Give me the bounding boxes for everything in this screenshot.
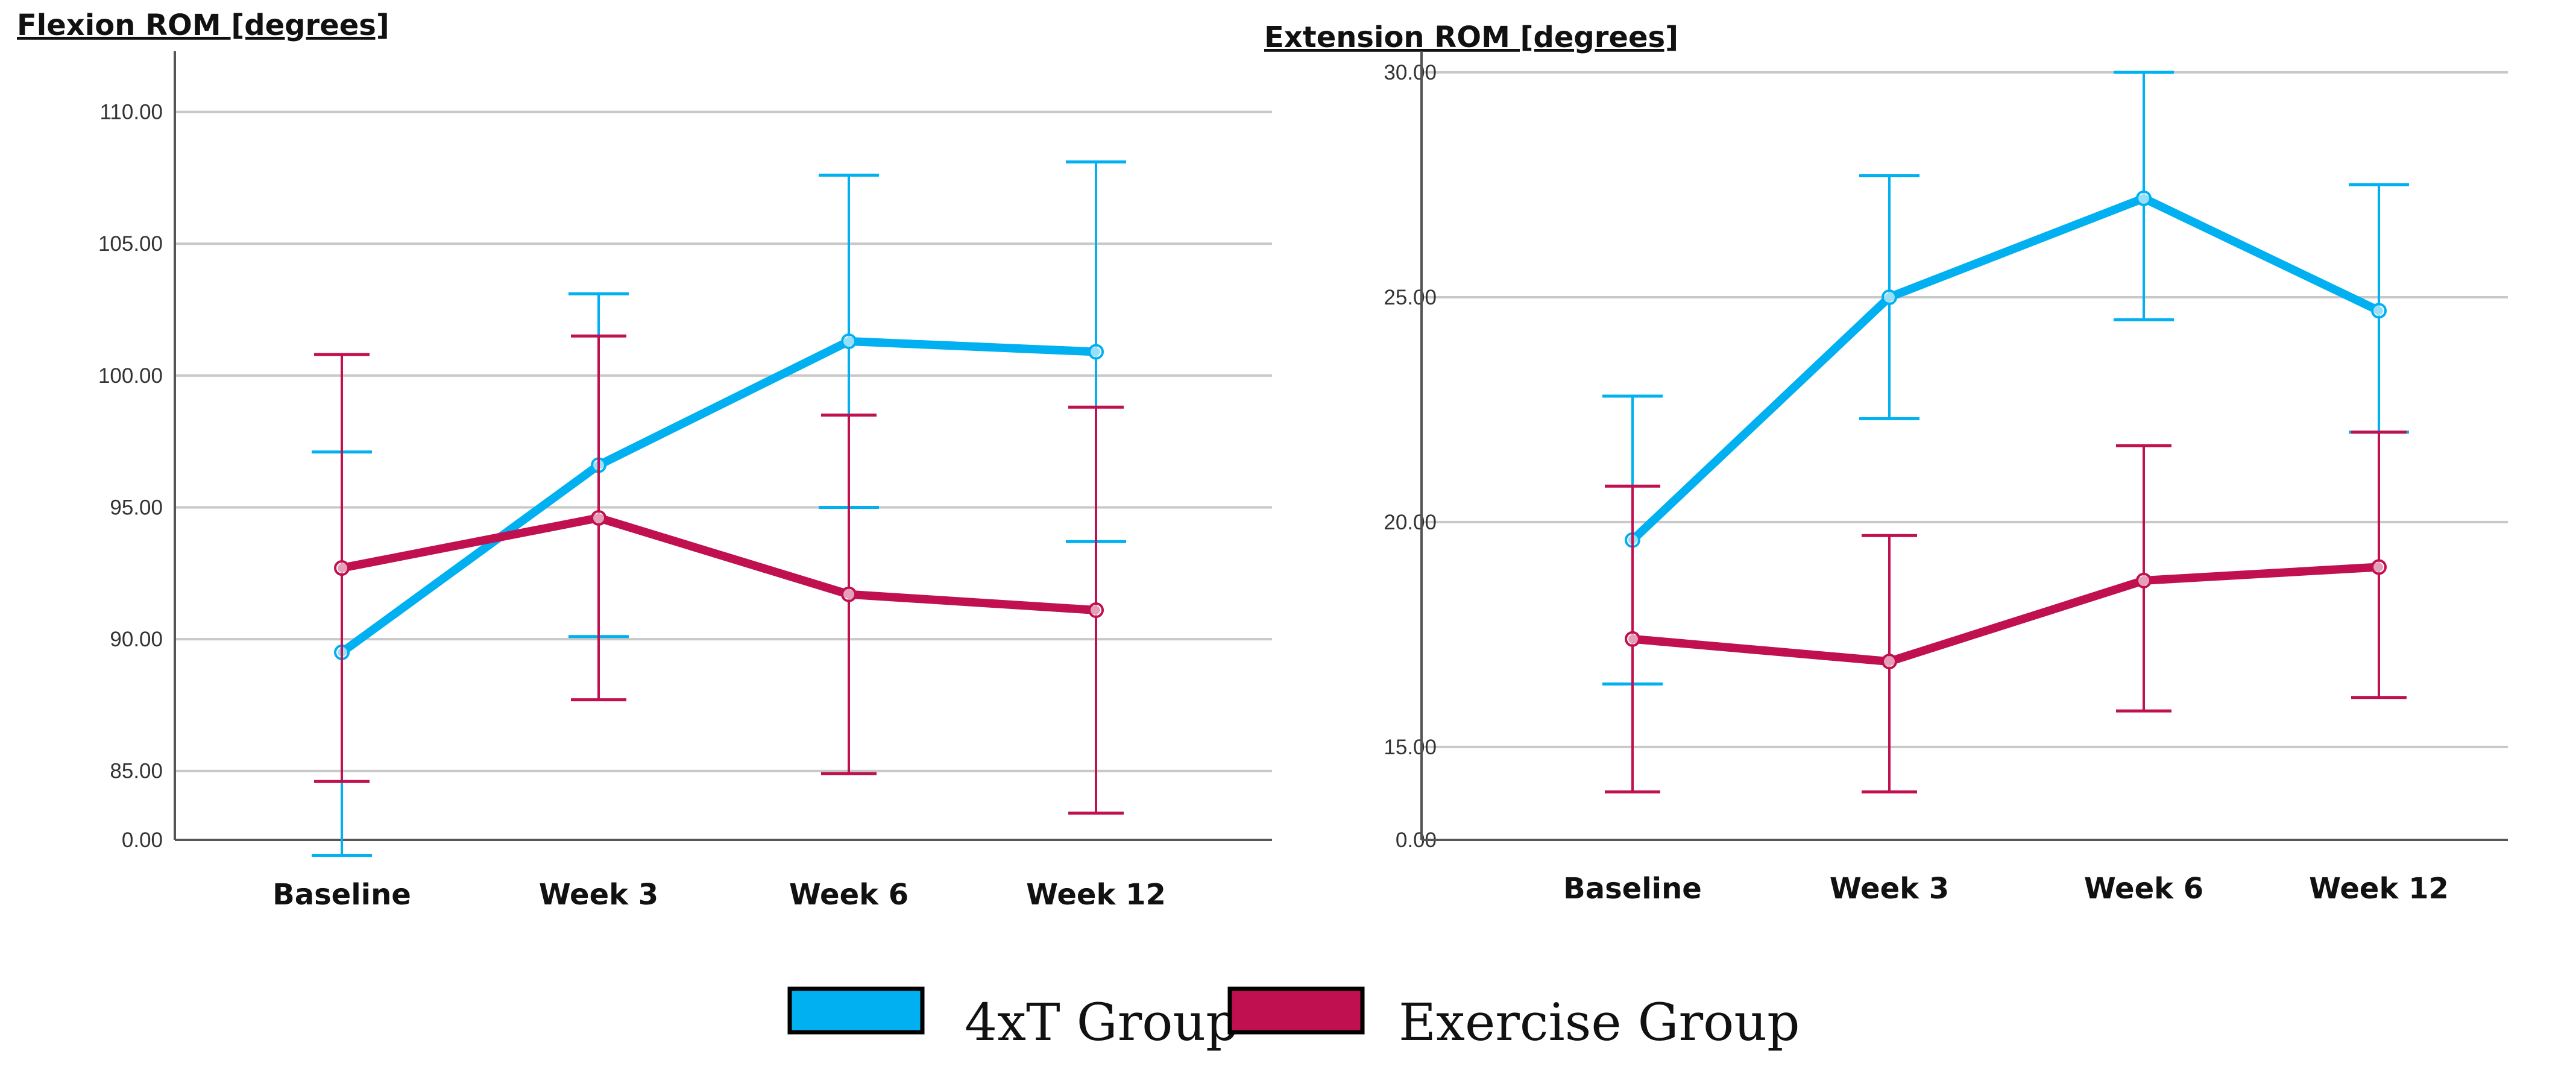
data-point bbox=[1088, 344, 1104, 360]
series-exercise-group bbox=[314, 334, 1124, 815]
y-tick-label: 105.00 bbox=[98, 232, 163, 256]
data-point bbox=[1088, 602, 1104, 618]
x-tick-label-week-6: Week 6 bbox=[789, 878, 909, 912]
y-tick-label: 100.00 bbox=[98, 364, 163, 388]
y-tick-label: 85.00 bbox=[110, 760, 163, 783]
data-point bbox=[2371, 559, 2387, 575]
data-point bbox=[841, 586, 857, 602]
x-tick-label-week-3: Week 3 bbox=[539, 878, 658, 912]
y-tick-label: 30.00 bbox=[1384, 61, 1437, 84]
series-line bbox=[338, 336, 1100, 657]
legend-swatch-exercise-group bbox=[1227, 986, 1365, 1035]
y-tick-label: 15.00 bbox=[1384, 736, 1437, 759]
data-point bbox=[2136, 190, 2152, 206]
extension-chart-panel: Extension ROM [degrees] 30.00 25.00 20.00 15… bbox=[1264, 20, 2508, 906]
x-tick-label-baseline: Baseline bbox=[272, 878, 411, 912]
series-line bbox=[1628, 563, 2383, 666]
y-tick-label: 25.00 bbox=[1384, 286, 1437, 309]
data-point bbox=[334, 560, 350, 576]
series-line bbox=[1628, 194, 2383, 544]
chart-title: Flexion ROM [degrees] bbox=[17, 8, 389, 42]
data-point bbox=[1882, 654, 1897, 670]
data-point bbox=[1625, 631, 1640, 647]
x-tick-label-week-3: Week 3 bbox=[1830, 872, 1949, 906]
x-tick-label-week-12: Week 12 bbox=[1026, 878, 1166, 912]
y-tick-label: 110.00 bbox=[100, 101, 163, 124]
x-tick-label-week-12: Week 12 bbox=[2309, 872, 2449, 906]
legend: 4xT Group Exercise Group bbox=[787, 986, 1800, 1053]
series-exercise-group bbox=[1605, 430, 2407, 793]
chart-title: Extension ROM [degrees] bbox=[1264, 20, 1678, 54]
y-tick-label-base: 0.00 bbox=[122, 828, 163, 852]
data-point bbox=[2136, 572, 2152, 588]
legend-label-exercise-group: Exercise Group bbox=[1399, 993, 1800, 1053]
series-line bbox=[338, 513, 1100, 614]
data-point bbox=[841, 333, 857, 349]
series-4xt-group bbox=[312, 160, 1126, 857]
data-point bbox=[1882, 289, 1897, 305]
y-tick-label: 90.00 bbox=[110, 628, 163, 651]
data-point bbox=[591, 509, 606, 526]
x-tick-label-week-6: Week 6 bbox=[2084, 872, 2203, 906]
flexion-chart-panel: Flexion ROM [degrees] 110.00 105.00 100.00 9… bbox=[17, 8, 1272, 912]
legend-swatch-4xt-group bbox=[787, 986, 925, 1035]
data-point bbox=[2371, 303, 2387, 319]
y-tick-label: 95.00 bbox=[110, 496, 163, 519]
legend-label-4xt-group: 4xT Group bbox=[965, 993, 1239, 1053]
x-tick-label-baseline: Baseline bbox=[1563, 872, 1702, 906]
series-4xt-group bbox=[1602, 71, 2409, 686]
y-tick-label: 20.00 bbox=[1384, 511, 1437, 534]
